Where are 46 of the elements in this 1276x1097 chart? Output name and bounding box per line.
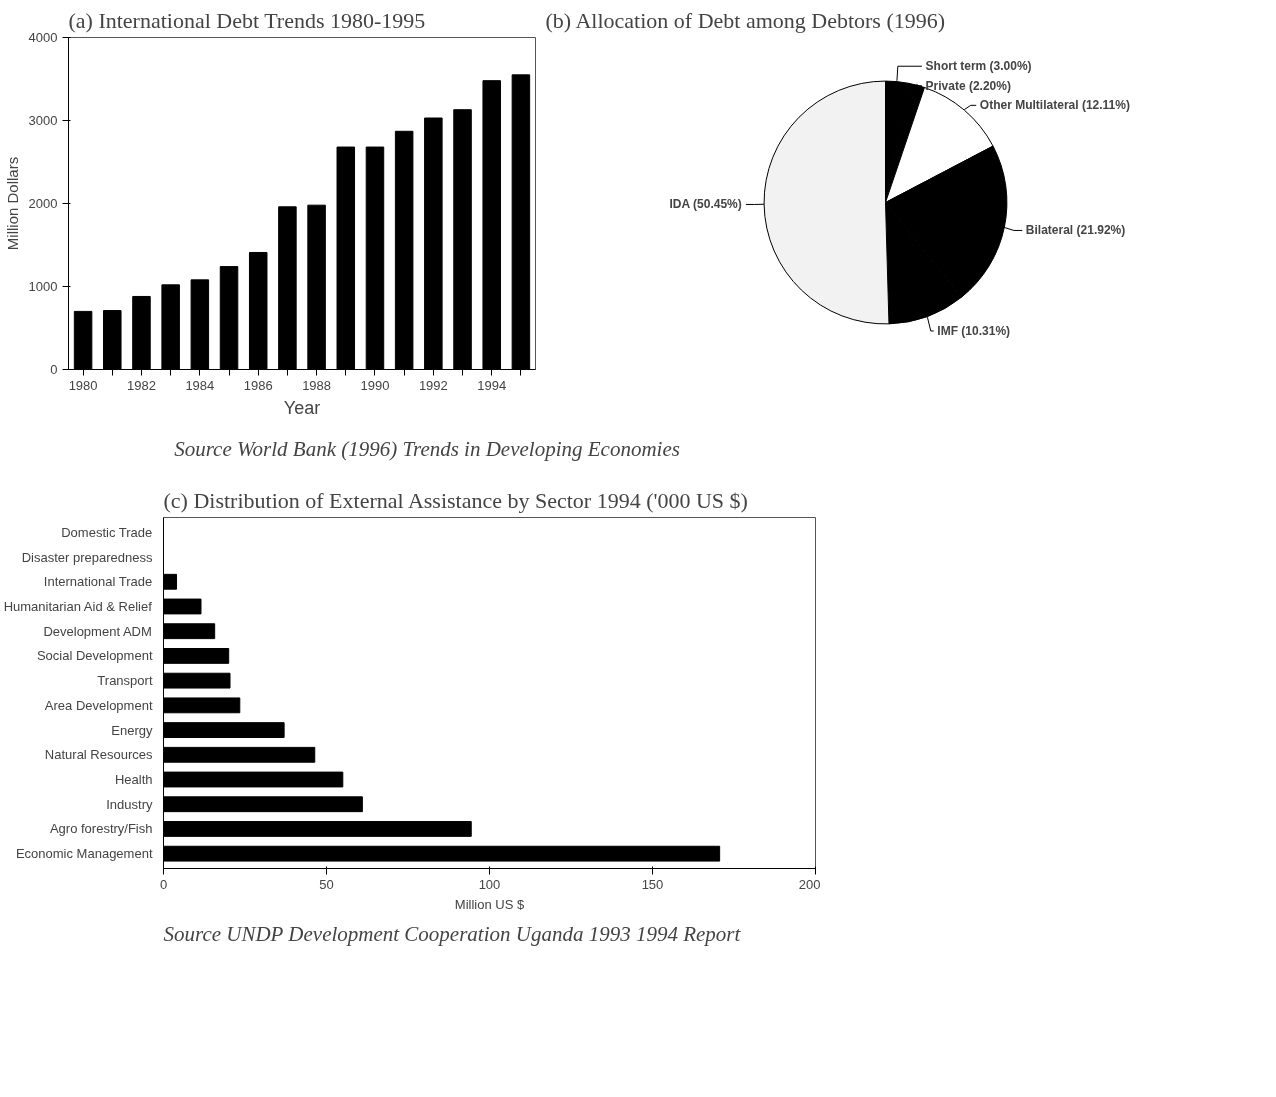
y-tick-label: Transport [97, 673, 153, 689]
x-tick-label: 1986 [243, 377, 273, 393]
y-tick-label: 3000 [28, 113, 58, 128]
y-tick-label: 0 [50, 362, 58, 377]
x-tick-label: 1988 [302, 377, 332, 393]
y-tick-label: 1000 [28, 279, 58, 294]
y-tick-label: Disaster preparedness [21, 549, 153, 565]
x-tick-label: 1994 [477, 377, 507, 393]
y-tick-label: Natural Resources [44, 747, 153, 763]
x-tick-label: 1980 [68, 377, 98, 393]
y-tick-label: Area Development [44, 697, 153, 713]
chart-title: (a) International Debt Trends 1980-1995 [68, 7, 426, 33]
y-tick-label: Energy [111, 722, 153, 738]
x-tick-label: 1982 [127, 377, 156, 393]
x-tick-label: 1990 [360, 377, 390, 393]
x-tick-label: 200 [798, 876, 821, 892]
source-note: Source UNDP Development Cooperation Uganda 1993 1994 Report [163, 921, 742, 946]
slice-label: IMF (10.31%) [937, 323, 1011, 338]
y-tick-label: 2000 [28, 196, 58, 211]
y-tick-label: Social Development [36, 648, 153, 664]
y-tick-label: Health [114, 772, 153, 788]
y-axis-title: Million Dollars [3, 156, 21, 251]
source-note: Source World Bank (1996) Trends in Developing Economies [174, 436, 680, 461]
y-tick-label: Humanitarian Aid & Relief [3, 598, 153, 614]
y-tick-label: Agro forestry/Fish [49, 821, 153, 837]
slice-label: Short term (3.00%) [925, 59, 1032, 74]
y-tick-label: Development ADM [43, 623, 152, 639]
slice-label: Other Multilateral (12.11%) [979, 98, 1130, 113]
slice-label: Private (2.20%) [925, 78, 1011, 93]
x-axis-title: Year [283, 397, 321, 418]
chart-title: (b) Allocation of Debt among Debtors (1996) [545, 7, 946, 33]
slice-label: Bilateral (21.92%) [1025, 223, 1126, 238]
x-tick-label: 0 [159, 876, 168, 892]
x-tick-label: 100 [478, 876, 501, 892]
y-tick-label: Industry [106, 796, 153, 812]
y-tick-label: Domestic Trade [61, 524, 153, 540]
y-tick-label: Economic Management [15, 846, 153, 862]
y-tick-label: 4000 [28, 30, 58, 45]
x-tick-label: 150 [641, 876, 664, 892]
chart-title: (c) Distribution of External Assistance by Sector 1994 ('000 US $) [163, 487, 748, 513]
x-tick-label: 1984 [185, 377, 215, 393]
y-tick-label: International Trade [43, 574, 153, 590]
x-axis-title: Million US $ [454, 896, 525, 912]
x-tick-label: 50 [319, 876, 334, 892]
x-tick-label: 1992 [418, 377, 448, 393]
slice-label: IDA (50.45%) [669, 197, 742, 212]
